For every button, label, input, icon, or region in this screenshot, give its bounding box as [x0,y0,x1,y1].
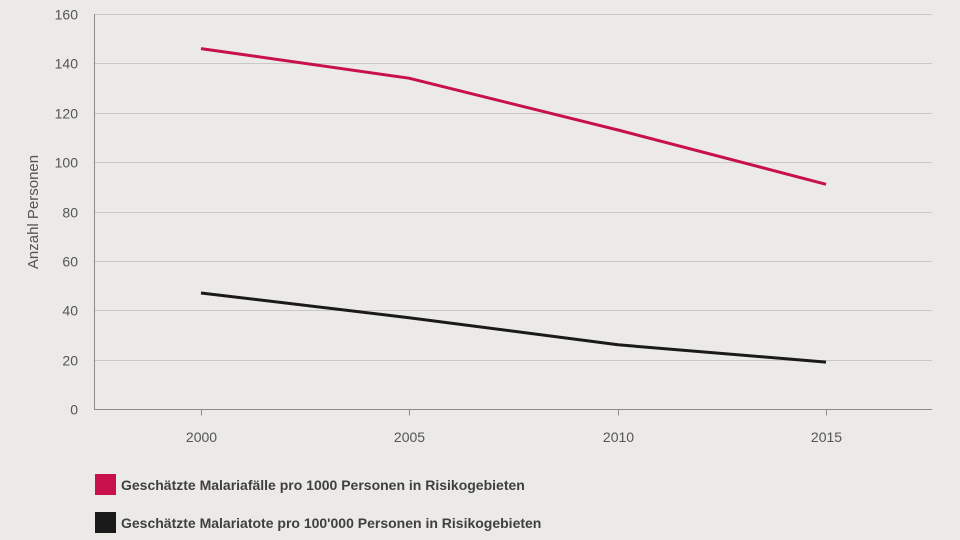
legend-label-1: Geschätzte Malariafälle pro 1000 Persone… [121,477,525,493]
x-tick-label-2010: 2010 [603,429,634,445]
y-tick-label-40: 40 [62,303,78,319]
y-tick-label-160: 160 [55,7,79,23]
y-tick-label-140: 140 [55,56,79,72]
legend-swatch-2 [95,512,116,533]
grid-lines [94,14,932,361]
legend: Geschätzte Malariafälle pro 1000 Persone… [95,474,541,533]
x-tick-label-2000: 2000 [186,429,217,445]
y-axis-label: Anzahl Personen [25,155,42,269]
y-tick-label-100: 100 [55,155,79,171]
x-tick-label-2015: 2015 [811,429,842,445]
series-lines [200,47,827,364]
y-tick-labels: 0 20 40 60 80 100 120 140 160 [55,7,79,418]
y-tick-label-0: 0 [70,402,78,418]
x-tick-label-2005: 2005 [394,429,425,445]
series-line-2 [200,291,827,364]
axes [94,14,932,416]
x-tick-labels: 2000 2005 2010 2015 [186,429,842,445]
legend-label-2: Geschätzte Malariatote pro 100'000 Perso… [121,515,541,531]
y-tick-label-20: 20 [62,353,78,369]
y-tick-label-80: 80 [62,205,78,221]
y-tick-label-120: 120 [55,106,79,122]
legend-swatch-1 [95,474,116,495]
series-line-1 [200,47,827,186]
y-tick-label-60: 60 [62,254,78,270]
